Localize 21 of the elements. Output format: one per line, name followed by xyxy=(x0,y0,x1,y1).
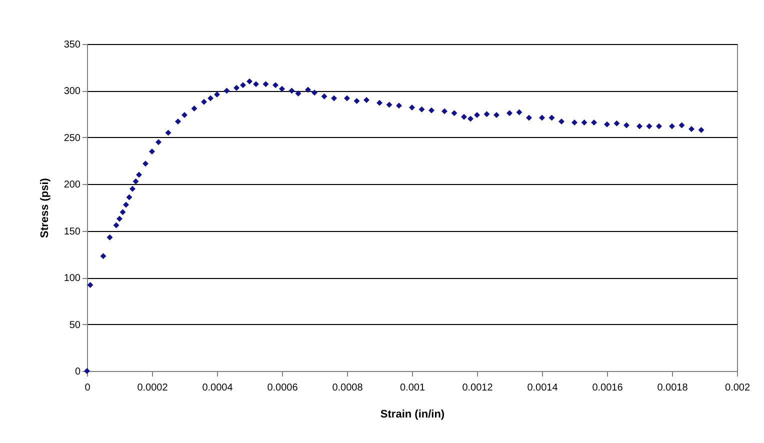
y-tick-label: 250 xyxy=(64,132,81,144)
y-tick-label: 100 xyxy=(64,273,81,284)
x-tick-label: 0 xyxy=(84,382,91,394)
x-axis-title: Strain (in/in) xyxy=(380,408,445,420)
y-tick-label: 150 xyxy=(64,226,81,238)
y-tick-label: 300 xyxy=(64,86,81,98)
x-tick-label: 0.0014 xyxy=(527,382,558,394)
y-tick-label: 50 xyxy=(69,320,81,331)
x-tick-label: 0.002 xyxy=(724,382,750,394)
y-tick-label: 200 xyxy=(64,180,81,191)
x-tick-label: 0.0004 xyxy=(202,382,234,394)
x-tick-label: 0.0018 xyxy=(657,382,688,394)
y-tick-label: 0 xyxy=(74,366,81,378)
x-tick-label: 0.0006 xyxy=(267,382,298,394)
x-tick-label: 0.001 xyxy=(400,382,426,394)
y-tick-label: 350 xyxy=(64,40,81,50)
x-tick-label: 0.0008 xyxy=(332,382,364,394)
x-tick-label: 0.0002 xyxy=(137,382,168,394)
x-tick-label: 0.0016 xyxy=(592,382,624,394)
y-axis-title: Stress (psi) xyxy=(38,178,51,238)
x-tick-label: 0.0012 xyxy=(462,382,494,394)
